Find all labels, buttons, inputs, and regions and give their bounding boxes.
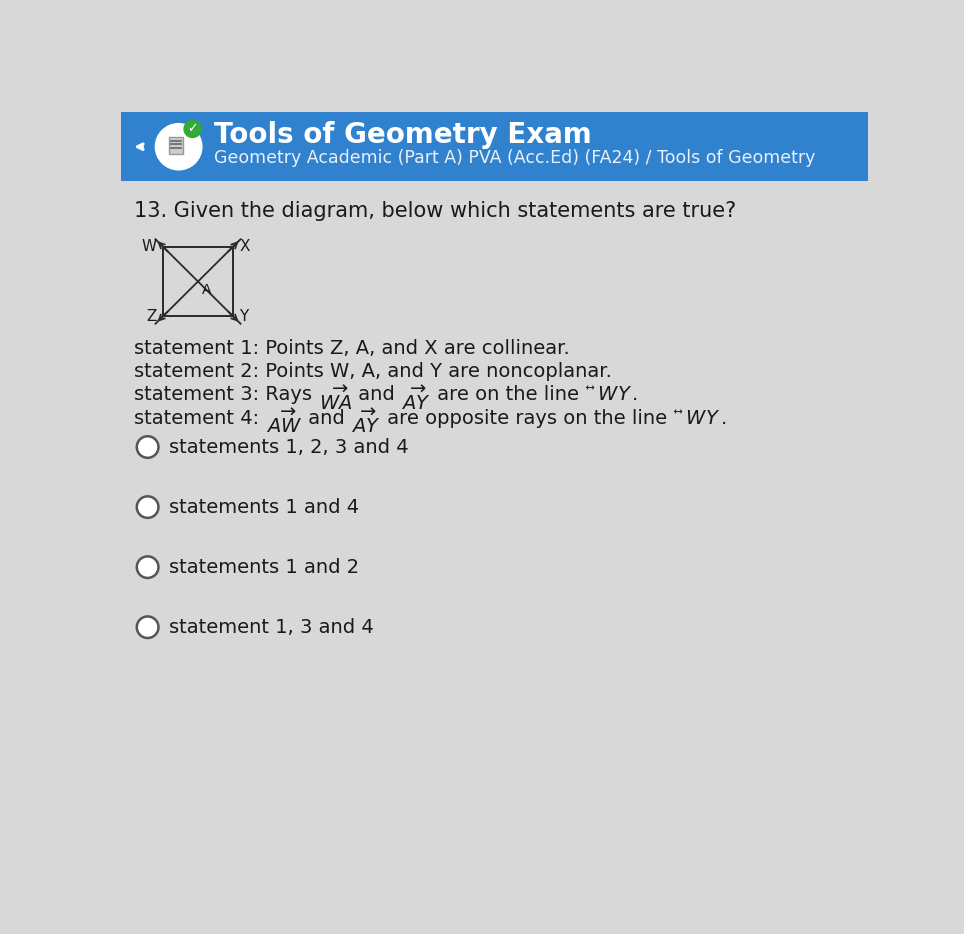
Text: 13. Given the diagram, below which statements are true?: 13. Given the diagram, below which state… [134, 201, 736, 220]
Text: Geometry Academic (Part A) PVA (Acc.Ed) (FA24) / Tools of Geometry: Geometry Academic (Part A) PVA (Acc.Ed) … [213, 149, 815, 167]
Text: statement 1, 3 and 4: statement 1, 3 and 4 [170, 617, 374, 637]
Text: $\overrightarrow{AY}$: $\overrightarrow{AY}$ [401, 386, 431, 414]
Circle shape [137, 557, 158, 578]
Text: X: X [239, 239, 250, 254]
Circle shape [137, 616, 158, 638]
Text: statements 1 and 2: statements 1 and 2 [170, 558, 360, 576]
Text: A: A [201, 283, 211, 297]
Text: ✓: ✓ [187, 122, 198, 135]
Circle shape [137, 496, 158, 517]
Text: $\overrightarrow{AY}$: $\overrightarrow{AY}$ [351, 408, 381, 437]
Text: statement 2: Points W, A, and Y are noncoplanar.: statement 2: Points W, A, and Y are nonc… [134, 362, 612, 381]
Text: .: . [632, 386, 638, 404]
Text: and: and [352, 386, 401, 404]
Text: and: and [302, 408, 351, 428]
FancyBboxPatch shape [170, 136, 183, 154]
Text: $\overrightarrow{WA}$: $\overrightarrow{WA}$ [319, 386, 352, 414]
Text: Y: Y [239, 308, 249, 323]
Circle shape [155, 123, 201, 170]
Text: .: . [720, 408, 727, 428]
Text: are opposite rays on the line: are opposite rays on the line [381, 408, 673, 428]
Text: statement 3: Rays: statement 3: Rays [134, 386, 319, 404]
Text: statement 1: Points Z, A, and X are collinear.: statement 1: Points Z, A, and X are coll… [134, 339, 570, 359]
Text: $\overleftrightarrow{WY}$: $\overleftrightarrow{WY}$ [585, 386, 632, 404]
Text: statements 1, 2, 3 and 4: statements 1, 2, 3 and 4 [170, 437, 409, 457]
Text: statements 1 and 4: statements 1 and 4 [170, 498, 360, 517]
Text: Tools of Geometry Exam: Tools of Geometry Exam [213, 121, 591, 149]
Text: $\overrightarrow{AW}$: $\overrightarrow{AW}$ [266, 408, 302, 437]
Text: $\overleftrightarrow{WY}$: $\overleftrightarrow{WY}$ [673, 408, 720, 428]
Text: Z: Z [147, 308, 157, 323]
Circle shape [184, 120, 201, 137]
Text: statement 4:: statement 4: [134, 408, 266, 428]
Text: W: W [142, 239, 157, 254]
Circle shape [137, 436, 158, 458]
Bar [120, 112, 868, 181]
Text: are on the line: are on the line [431, 386, 585, 404]
